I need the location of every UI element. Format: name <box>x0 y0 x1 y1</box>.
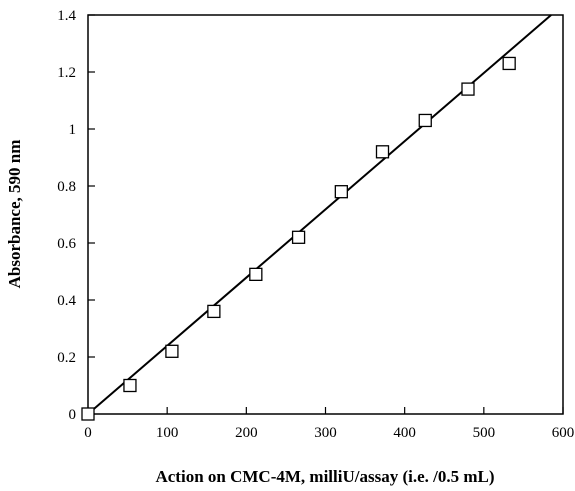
x-axis-title: Action on CMC-4M, milliU/assay (i.e. /0.… <box>155 467 494 486</box>
y-tick-label: 0.6 <box>57 236 76 252</box>
x-tick-label: 500 <box>473 425 496 441</box>
y-tick-label: 0.2 <box>57 350 76 366</box>
data-point <box>207 304 221 319</box>
fit-line <box>87 14 552 415</box>
y-tick-label: 0.8 <box>57 179 76 195</box>
x-tick-label: 600 <box>552 425 575 441</box>
data-point <box>334 185 348 199</box>
y-tick-label: 1.4 <box>57 8 76 24</box>
plot-area-frame <box>87 14 564 415</box>
data-point <box>165 344 179 358</box>
x-tick-label: 100 <box>156 425 179 441</box>
data-point <box>249 267 263 282</box>
fit-line-group <box>87 14 552 415</box>
data-point <box>123 378 137 393</box>
y-axis-title: Absorbance, 590 nm <box>5 140 24 289</box>
data-points <box>81 56 516 421</box>
y-tick-label: 1.2 <box>57 65 76 81</box>
data-point <box>418 113 432 128</box>
x-axis-ticks: 0 100 200 300 400 500 600 <box>84 407 574 441</box>
y-tick-label: 0 <box>69 407 77 423</box>
y-tick-label: 0.4 <box>57 293 76 309</box>
data-point <box>81 407 95 421</box>
x-tick-label: 200 <box>235 425 258 441</box>
data-point <box>291 230 306 244</box>
data-point <box>461 82 475 96</box>
x-tick-label: 300 <box>314 425 337 441</box>
x-tick-label: 400 <box>393 425 416 441</box>
x-tick-label: 0 <box>84 425 92 441</box>
data-point <box>502 56 516 71</box>
y-axis-ticks: 0 0.2 0.4 0.6 0.8 1 1.2 1.4 <box>57 8 95 423</box>
y-tick-label: 1 <box>69 122 77 138</box>
data-point <box>375 145 390 159</box>
